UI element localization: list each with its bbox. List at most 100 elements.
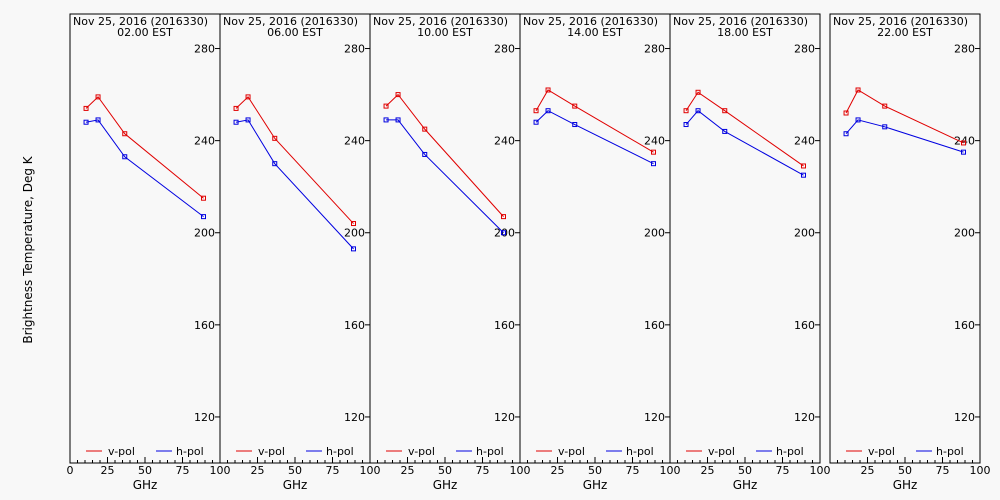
x-tick-label: 75 [936, 464, 950, 477]
x-axis-label: GHz [283, 478, 308, 492]
x-tick-label: 100 [210, 464, 231, 477]
h-pol-point [122, 154, 128, 160]
y-tick-label: 240 [794, 135, 815, 148]
y-axis-label: Brightness Temperature, Deg K [21, 155, 35, 343]
v-pol-line [385, 93, 504, 217]
x-tick-label: 75 [476, 464, 490, 477]
x-tick-label: 100 [970, 464, 991, 477]
x-tick-label: 50 [138, 464, 152, 477]
h-pol-point [882, 124, 888, 130]
panel-title-date: Nov 25, 2016 (2016330) [373, 15, 508, 28]
v-pol-point [83, 105, 89, 111]
panel-title-time: 10.00 EST [417, 26, 473, 39]
h-pol-line [845, 119, 964, 153]
v-pol-point [351, 221, 356, 227]
x-tick-label: 75 [776, 464, 790, 477]
y-tick-label: 240 [194, 135, 215, 148]
h-pol-line [386, 119, 504, 234]
y-tick-label: 200 [494, 227, 515, 240]
x-tick-label: 100 [360, 464, 381, 477]
v-pol-point [683, 108, 689, 114]
h-pol-point [201, 214, 206, 220]
h-pol-point [501, 230, 506, 236]
panel-6: Nov 25, 2016 (2016330)22.00 EST 120 160 200… [829, 13, 991, 492]
legend-v-pol-label: v-pol [108, 445, 135, 458]
x-tick-label: 0 [67, 464, 74, 477]
y-tick-label: 160 [794, 319, 815, 332]
panel-title-date: Nov 25, 2016 (2016330) [73, 15, 208, 28]
x-axis-label: GHz [733, 478, 758, 492]
h-pol-point [545, 108, 551, 114]
panel-title-time: 02.00 EST [117, 26, 173, 39]
y-tick-label: 160 [644, 319, 665, 332]
legend-h-pol-label: h-pol [776, 445, 804, 458]
v-pol-point [651, 149, 656, 155]
v-pol-line [535, 89, 654, 153]
x-axis-label: GHz [893, 478, 918, 492]
h-pol-point [683, 122, 689, 128]
x-tick-label: 100 [810, 464, 831, 477]
v-pol-point [422, 126, 428, 132]
h-pol-point [801, 172, 806, 178]
legend-v-pol-label: v-pol [708, 445, 735, 458]
y-tick-label: 280 [344, 43, 365, 56]
h-pol-point [95, 117, 101, 123]
h-pol-point [245, 117, 251, 123]
y-tick-label: 120 [794, 411, 815, 424]
v-pol-line [685, 91, 804, 167]
x-tick-label: 100 [510, 464, 531, 477]
panel-title-date: Nov 25, 2016 (2016330) [833, 15, 968, 28]
h-pol-point [233, 119, 239, 125]
x-tick-label: 50 [288, 464, 302, 477]
h-pol-point [722, 128, 728, 134]
y-tick-label: 160 [954, 319, 975, 332]
panel-title-date: Nov 25, 2016 (2016330) [523, 15, 658, 28]
legend-h-pol-label: h-pol [476, 445, 504, 458]
y-tick-label: 200 [194, 227, 215, 240]
h-pol-point [272, 161, 278, 167]
v-pol-point [383, 103, 389, 109]
y-tick-label: 240 [494, 135, 515, 148]
v-pol-point [801, 163, 806, 169]
x-tick-label: 25 [861, 464, 875, 477]
x-tick-label: 75 [626, 464, 640, 477]
h-pol-point [533, 119, 539, 125]
panel-title-time: 22.00 EST [877, 26, 933, 39]
panel-title-time: 14.00 EST [567, 26, 623, 39]
x-tick-label: 50 [738, 464, 752, 477]
x-tick-label: 25 [251, 464, 265, 477]
legend-h-pol-label: h-pol [176, 445, 204, 458]
y-tick-label: 120 [954, 411, 975, 424]
y-tick-label: 160 [494, 319, 515, 332]
v-pol-point [695, 89, 701, 95]
panel-title-date: Nov 25, 2016 (2016330) [673, 15, 808, 28]
legend-h-pol-label: h-pol [326, 445, 354, 458]
y-tick-label: 240 [344, 135, 365, 148]
h-pol-line [535, 110, 654, 165]
y-tick-label: 200 [794, 227, 815, 240]
x-axis-label: GHz [433, 478, 458, 492]
y-tick-label: 280 [794, 43, 815, 56]
v-pol-point [722, 108, 728, 114]
v-pol-point [95, 94, 101, 100]
x-tick-label: 100 [660, 464, 681, 477]
v-pol-point [272, 135, 278, 141]
h-pol-point [383, 117, 389, 123]
panels-group: Nov 25, 2016 (2016330)02.00 EST120160200… [67, 13, 991, 492]
y-tick-label: 160 [194, 319, 215, 332]
v-pol-line [85, 96, 204, 199]
v-pol-point [882, 103, 888, 109]
panel-title-time: 18.00 EST [717, 26, 773, 39]
h-pol-point [351, 246, 356, 252]
legend-v-pol-label: v-pol [408, 445, 435, 458]
x-tick-label: 50 [438, 464, 452, 477]
v-pol-point [245, 94, 251, 100]
h-pol-point [651, 161, 656, 167]
v-pol-point [395, 92, 401, 98]
x-tick-label: 25 [551, 464, 565, 477]
v-pol-point [843, 110, 849, 116]
h-pol-line [235, 119, 354, 250]
v-pol-line [845, 89, 964, 144]
y-tick-label: 120 [494, 411, 515, 424]
